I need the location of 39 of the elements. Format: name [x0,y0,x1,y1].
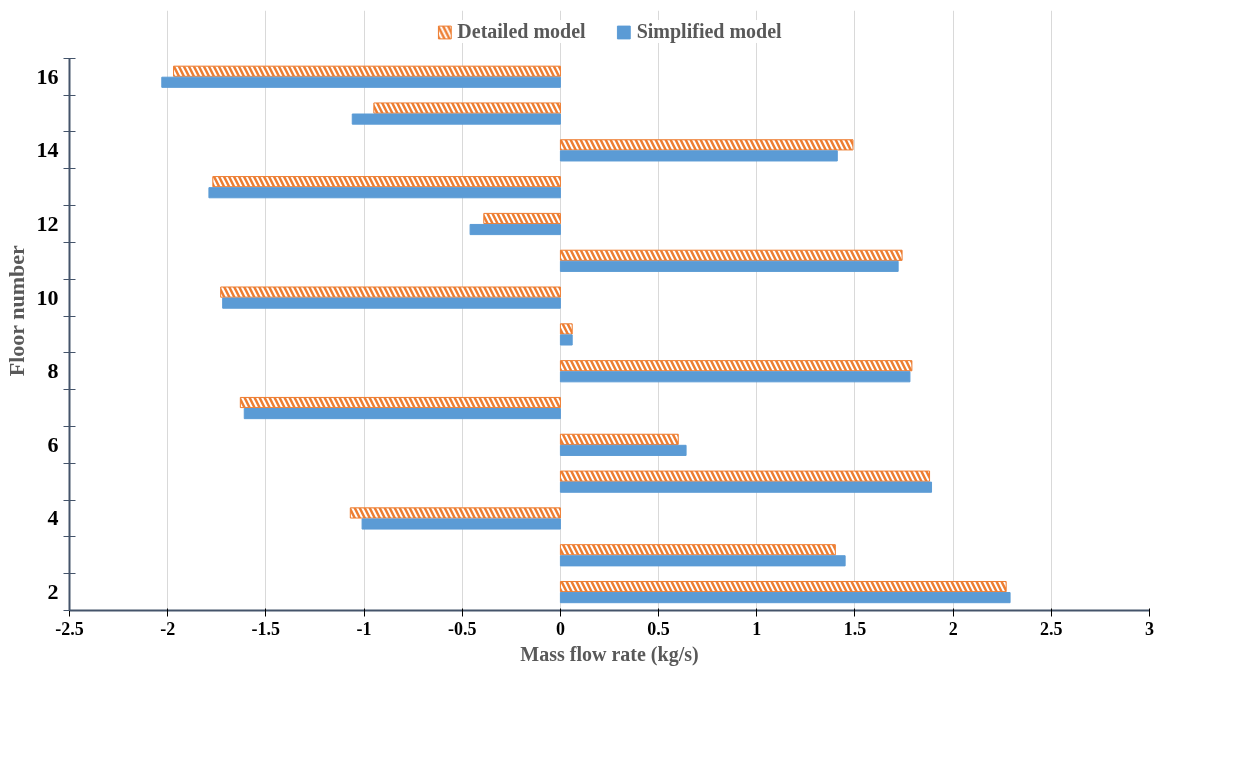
bar [469,223,561,236]
y-tick-label: 14 [36,137,59,163]
y-tick-label: 4 [47,505,59,531]
y-tick-label: 2 [47,579,59,605]
x-axis-title: Mass flow rate (kg/s) [520,642,699,666]
bar [559,260,899,272]
bar [559,592,1011,604]
y-axis-title: Floor number [3,244,29,377]
bar [559,150,838,162]
bar [559,371,911,383]
bar [243,407,561,420]
bar [222,297,561,309]
x-tick-label: 1 [752,618,762,639]
legend-label: Detailed model [457,20,586,43]
bar [161,76,561,88]
y-tick-label: 10 [36,284,59,310]
x-tick-label: 3 [1145,618,1154,639]
bar [559,334,573,346]
bar [559,444,687,456]
legend-label: Simplified model [636,20,782,43]
x-tick-label: 2 [948,618,958,639]
x-tick-label: 0 [555,618,565,639]
y-tick-label: 12 [36,211,59,236]
y-tick-label: 8 [47,358,59,384]
x-tick-label: 1.5 [843,618,867,639]
x-tick-label: -2 [160,618,176,639]
bar [351,113,561,125]
bar [361,518,561,530]
bar [208,187,561,199]
x-tick-label: -0.5 [447,618,477,639]
x-tick-label: -2.5 [55,618,84,639]
bar [559,481,933,493]
y-tick-label: 16 [36,63,59,89]
y-tick-label: 6 [47,431,59,457]
x-tick-label: -1.5 [251,618,281,639]
x-tick-label: -1 [356,618,372,639]
x-tick-label: 0.5 [647,618,670,639]
x-tick-label: 2.5 [1040,618,1063,639]
bar [559,555,846,567]
